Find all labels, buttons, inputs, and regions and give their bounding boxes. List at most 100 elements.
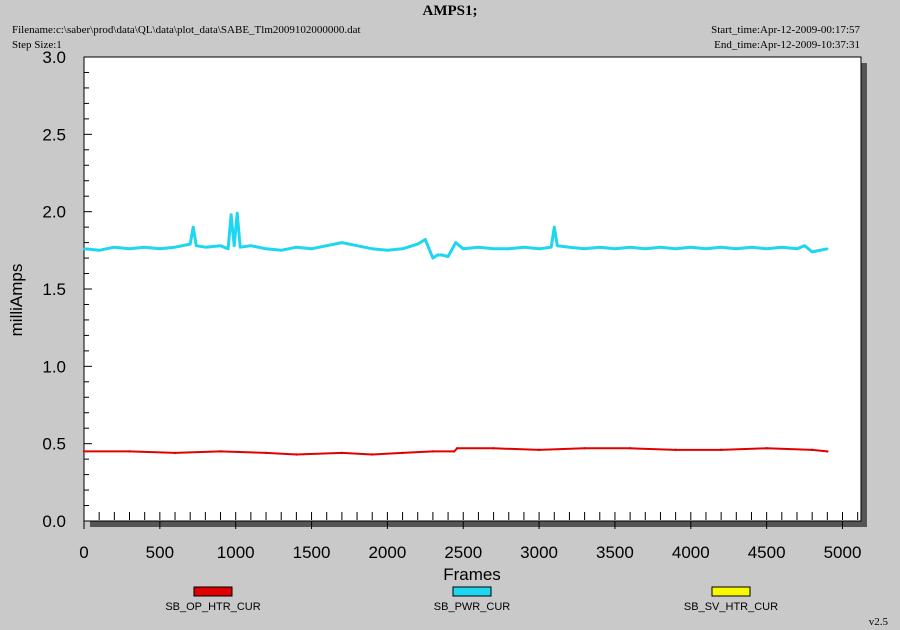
x-tick-label: 500	[146, 543, 174, 562]
data-point	[416, 242, 419, 246]
x-tick-label: 2500	[444, 543, 482, 562]
legend-label: SB_OP_HTR_CUR	[165, 601, 260, 613]
data-point	[454, 241, 457, 244]
data-point	[452, 450, 456, 453]
data-point	[280, 249, 283, 252]
x-tick-label: 0	[79, 543, 88, 562]
data-point	[455, 447, 459, 450]
data-point	[477, 246, 480, 249]
data-point	[568, 246, 571, 249]
data-point	[436, 253, 439, 257]
data-point	[143, 246, 146, 249]
filename-label: Filename:c:\saber\prod\data\QL\data\plot…	[12, 24, 361, 36]
data-point	[628, 246, 632, 249]
data-point	[735, 247, 738, 250]
x-axis-label: Frames	[443, 565, 501, 584]
y-tick-label: 1.0	[42, 357, 66, 376]
data-point	[128, 450, 131, 453]
y-tick-label: 0.5	[42, 435, 66, 454]
legend: SB_OP_HTR_CUR SB_PWR_CUR SB_SV_HTR_CUR	[165, 586, 778, 613]
x-tick-label: 3000	[520, 543, 558, 562]
data-point	[371, 453, 374, 456]
y-tick-label: 2.5	[42, 125, 66, 144]
x-tick-label: 2000	[368, 543, 406, 562]
data-point	[765, 247, 768, 250]
x-tick-label: 4500	[748, 543, 786, 562]
data-point	[128, 247, 131, 250]
data-point	[689, 246, 692, 249]
data-point	[295, 246, 298, 249]
data-point	[371, 247, 374, 250]
chart-title: AMPS1;	[422, 3, 478, 19]
data-point	[173, 451, 177, 455]
data-point	[659, 246, 662, 249]
data-point	[810, 448, 814, 452]
data-point	[440, 253, 444, 257]
data-point	[550, 246, 553, 249]
y-tick-label: 1.5	[42, 280, 66, 299]
data-point	[229, 213, 233, 216]
y-tick-label: 2.0	[42, 203, 66, 222]
data-point	[195, 244, 198, 247]
data-point	[264, 451, 268, 455]
y-tick-label: 3.0	[42, 48, 66, 67]
data-point	[674, 448, 677, 452]
data-point	[810, 250, 814, 254]
data-point	[325, 244, 328, 247]
data-point	[583, 247, 586, 250]
data-point	[674, 247, 677, 250]
step-size-label: Step Size:1	[12, 39, 62, 51]
x-tick-label: 3500	[596, 543, 634, 562]
legend-swatch	[711, 586, 751, 597]
legend-swatch	[193, 586, 233, 597]
data-point	[204, 246, 207, 249]
data-point	[82, 450, 86, 453]
data-point	[97, 249, 101, 252]
x-tick-label: 1500	[293, 543, 331, 562]
x-tick-label: 1000	[217, 543, 255, 562]
tick-labels: 0.0 0.5 1.0 1.5 2.0 2.5 3.0 0 500 1000 1500 2000 250…	[42, 48, 861, 562]
data-point	[264, 247, 268, 250]
data-point	[158, 247, 162, 250]
y-axis-label: milliAmps	[7, 264, 26, 337]
data-point	[537, 448, 541, 452]
data-point	[704, 247, 708, 250]
data-point	[173, 246, 177, 249]
data-point	[507, 247, 510, 250]
data-point	[462, 247, 465, 250]
data-point	[340, 451, 344, 455]
data-point	[249, 244, 253, 247]
data-point	[113, 246, 116, 249]
y-tick-label: 0.0	[42, 512, 66, 531]
data-point	[613, 247, 617, 250]
data-point	[644, 247, 647, 250]
end-time-label: End_time:Apr-12-2009-10:37:31	[714, 39, 860, 51]
legend-swatch	[452, 586, 492, 597]
data-point	[431, 450, 435, 453]
plot-area	[83, 56, 862, 522]
data-point	[192, 225, 195, 229]
x-tick-label: 5000	[824, 543, 862, 562]
data-point	[424, 238, 427, 241]
data-point	[553, 225, 556, 229]
data-point	[826, 450, 829, 453]
data-point	[386, 249, 389, 252]
data-point	[232, 244, 236, 247]
data-point	[537, 247, 541, 250]
data-point	[556, 244, 559, 247]
data-point	[401, 247, 404, 250]
data-point	[295, 453, 298, 456]
version-label: v2.5	[868, 616, 888, 628]
data-point	[780, 246, 784, 249]
data-point	[219, 450, 222, 453]
data-point	[719, 246, 723, 249]
data-point	[82, 247, 86, 250]
data-point	[310, 247, 313, 250]
data-point	[226, 247, 230, 250]
data-point	[583, 447, 586, 450]
data-point	[355, 244, 359, 247]
data-point	[750, 246, 753, 249]
legend-label: SB_PWR_CUR	[434, 601, 510, 613]
start-time-label: Start_time:Apr-12-2009-00:17:57	[711, 24, 860, 36]
